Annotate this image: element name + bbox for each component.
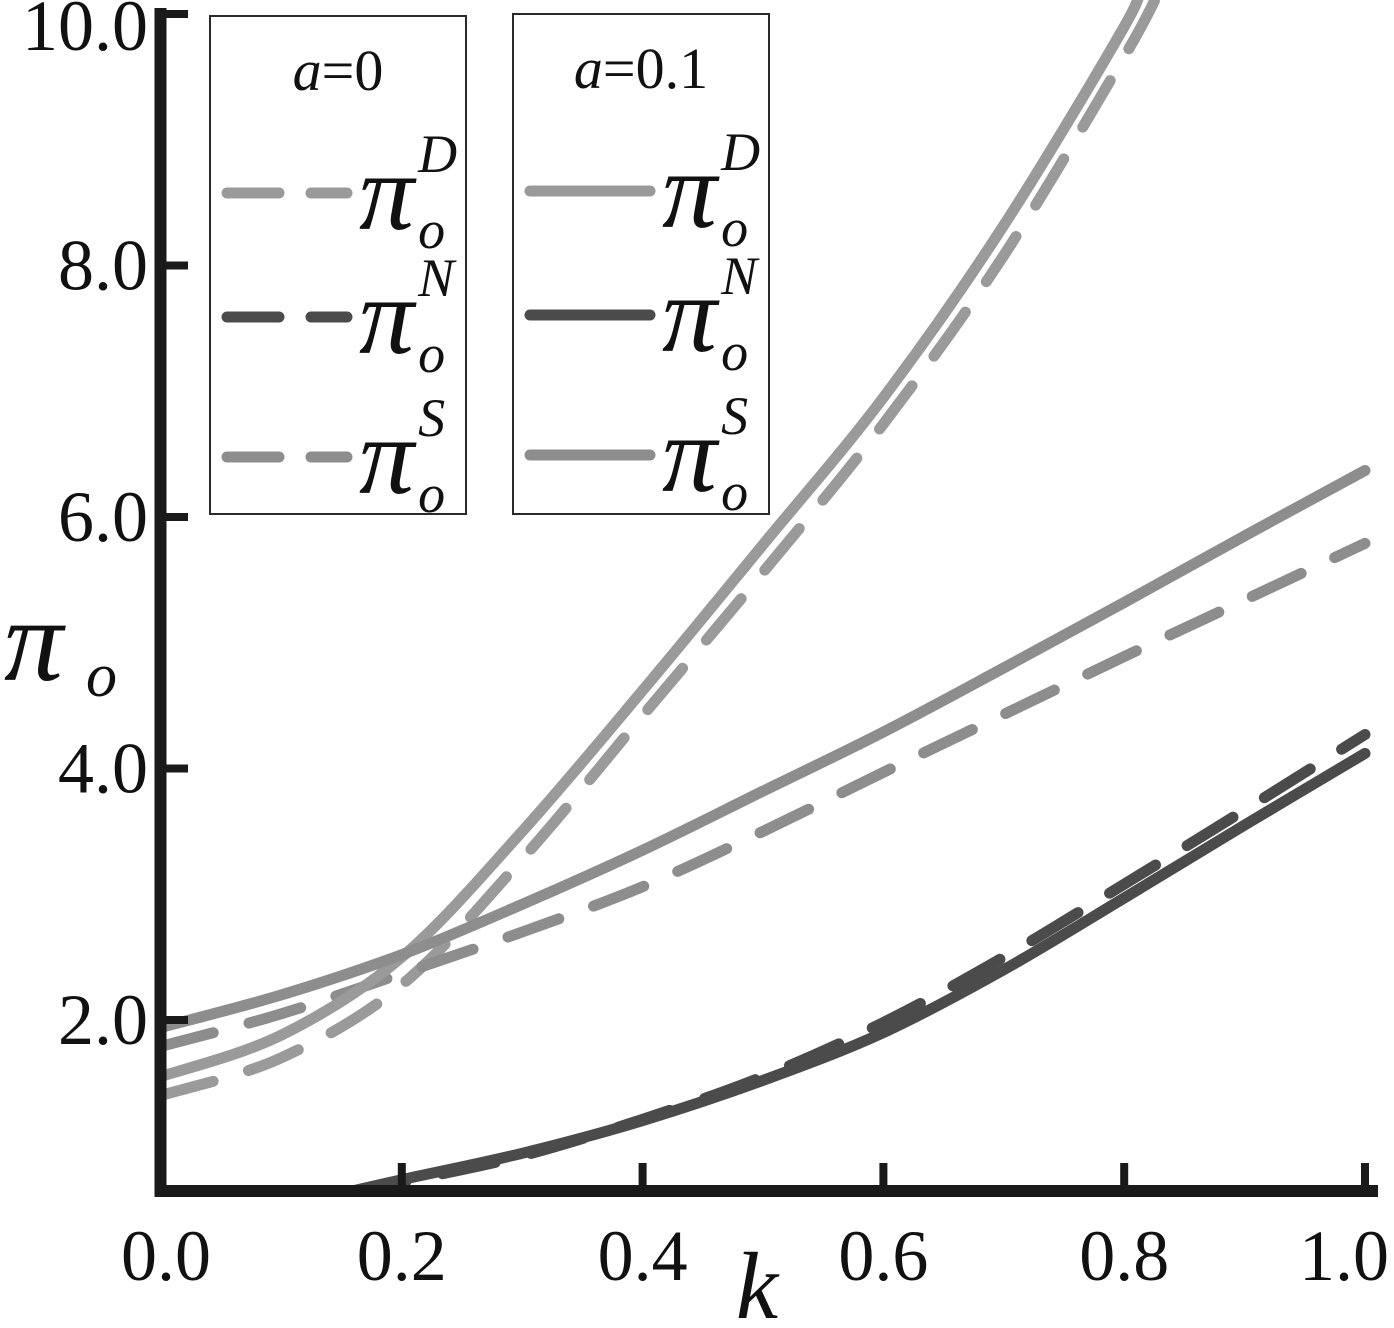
legend-a0-title-value: =0 [321, 38, 384, 103]
dashed-line-sample-N-icon [221, 311, 353, 322]
series-curve-pi_N_a0 [361, 729, 1371, 1186]
legend-a01-title-var: a [573, 36, 603, 101]
y-tick-label: 6.0 [58, 477, 148, 557]
curves-group [164, 0, 1371, 1186]
y-tick-label: 2.0 [58, 980, 148, 1060]
x-tick-label: 0.2 [357, 1216, 447, 1296]
solid-line-sample-S-icon [524, 449, 656, 460]
y-tick-label: 4.0 [58, 729, 148, 809]
x-tick-label: 1.0 [1299, 1216, 1389, 1296]
y-tick-label: 10.0 [22, 0, 148, 66]
y-tick-label: 8.0 [58, 226, 148, 306]
x-axis-title: k [735, 1233, 779, 1328]
legend-a01-title-value: =0.1 [602, 36, 709, 101]
y-axis-title-sub: o [86, 642, 117, 710]
legend-a01-title: a=0.1 [514, 36, 768, 101]
legend-a0-title-var: a [292, 38, 322, 103]
series-curve-pi_D_a0 [164, 0, 1161, 1101]
dashed-line-sample-D-icon [221, 187, 353, 198]
series-curve-pi_S_a01 [164, 465, 1371, 1033]
solid-line-sample-N-icon [524, 309, 656, 320]
x-tick-label: 0.0 [121, 1216, 211, 1296]
series-curve-pi_D_a01 [164, 0, 1144, 1082]
x-tick-label: 0.8 [1079, 1216, 1169, 1296]
x-tick-label: 0.6 [838, 1216, 928, 1296]
solid-line-sample-D-icon [524, 185, 656, 196]
series-curve-pi_N_a01 [349, 747, 1371, 1186]
y-axis-title-pi: π [4, 575, 64, 706]
dashed-line-sample-S-icon [221, 451, 353, 462]
x-tick-label: 0.4 [598, 1216, 688, 1296]
legend-a0-title: a=0 [211, 38, 465, 103]
axis-lines [154, 8, 1378, 1197]
